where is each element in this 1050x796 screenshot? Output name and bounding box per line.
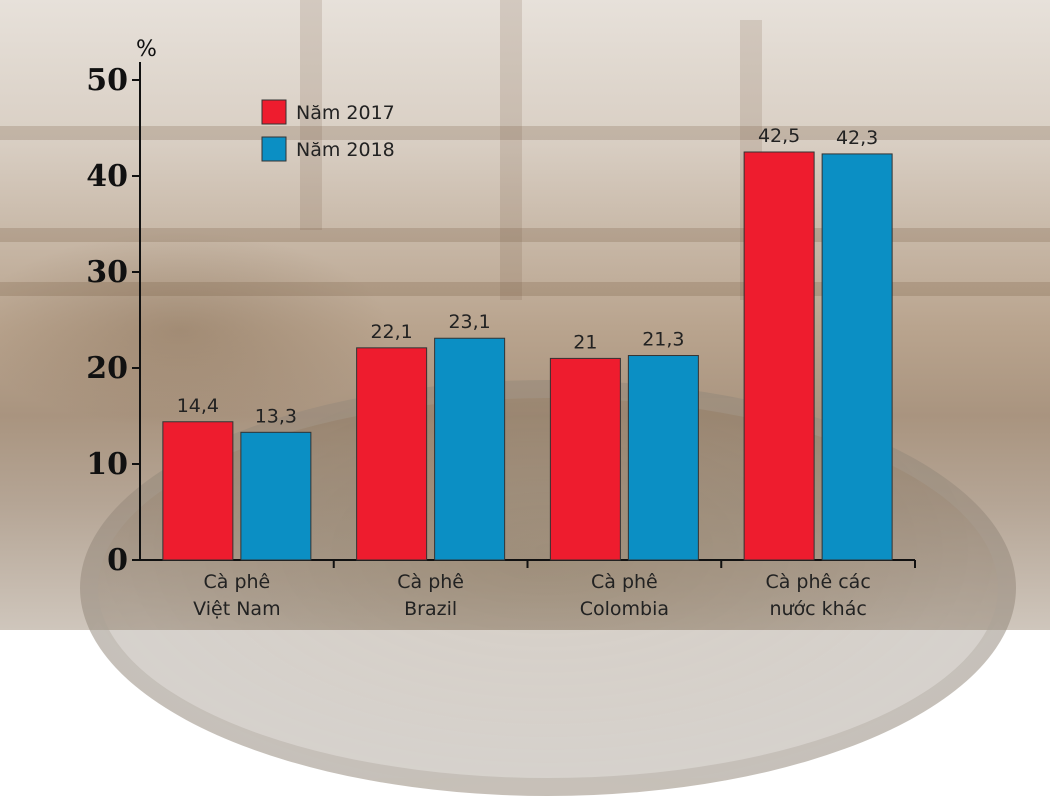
y-tick-label: 0 <box>107 543 128 578</box>
y-tick-label: 50 <box>86 63 128 98</box>
x-category-label: Cà phê các <box>765 571 870 593</box>
data-label: 42,3 <box>836 127 878 149</box>
bars: 14,4 13,3 22,1 23,1 21 21,3 42,5 42,3 <box>162 125 893 561</box>
data-label: 42,5 <box>758 125 800 147</box>
x-category-label: Brazil <box>404 598 457 620</box>
y-tick-label: 10 <box>86 447 128 482</box>
bar-2018-0 <box>240 431 312 561</box>
y-tick-label: 30 <box>86 255 128 290</box>
data-label: 22,1 <box>370 321 412 343</box>
data-label: 23,1 <box>448 311 490 333</box>
y-unit-label: % <box>136 37 157 62</box>
data-label: 21 <box>573 331 597 353</box>
legend-label: Năm 2017 <box>296 102 395 124</box>
x-category-label: Cà phê <box>591 571 658 593</box>
bar-2018-1 <box>434 337 506 561</box>
bar-2017-3 <box>743 151 815 561</box>
data-label: 21,3 <box>642 329 684 351</box>
y-tick-label: 20 <box>86 351 128 386</box>
legend: Năm 2017 Năm 2018 <box>261 99 395 162</box>
data-label: 14,4 <box>177 395 219 417</box>
bar-2018-3 <box>821 153 893 561</box>
x-category-label: Cà phê <box>397 571 464 593</box>
x-category-label: nước khác <box>769 598 866 620</box>
bar-2018-2 <box>627 355 699 561</box>
legend-swatch <box>261 99 287 125</box>
bar-chart: % 0 10 20 30 40 50 Cà phê Việt Nam Cà phê Brazil… <box>86 37 916 620</box>
data-label: 13,3 <box>255 405 297 427</box>
bar-2017-1 <box>356 347 428 561</box>
legend-swatch <box>261 136 287 162</box>
bar-2017-0 <box>162 421 234 561</box>
x-axis: Cà phê Việt Nam Cà phê Brazil Cà phê Colombia… <box>140 559 916 620</box>
x-category-label: Cà phê <box>204 571 271 593</box>
x-category-label: Colombia <box>580 598 669 620</box>
y-tick-label: 40 <box>86 159 128 194</box>
x-category-label: Việt Nam <box>193 598 280 620</box>
y-axis: 0 10 20 30 40 50 <box>86 62 141 578</box>
bar-2017-2 <box>549 357 621 561</box>
legend-label: Năm 2018 <box>296 139 395 161</box>
